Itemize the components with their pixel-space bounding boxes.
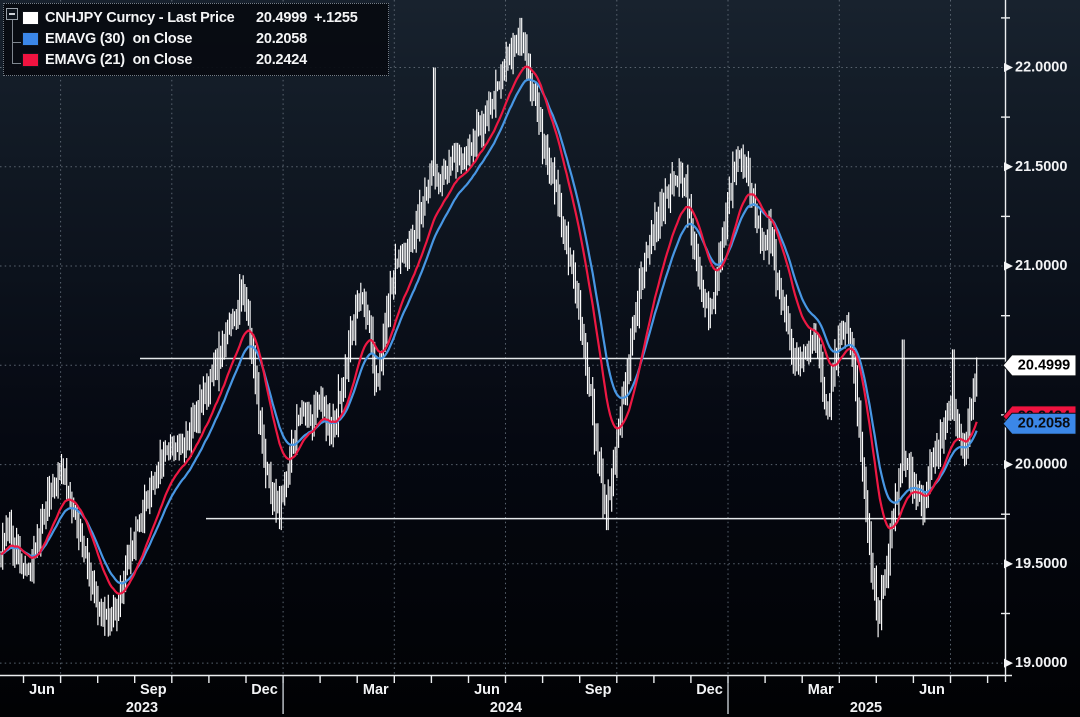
x-axis-month-label: Sep	[585, 682, 612, 698]
emavg30-swatch	[22, 31, 39, 46]
legend-label: EMAVG (30) on Close	[45, 30, 193, 47]
x-axis-year-label: 2024	[490, 700, 522, 716]
y-axis-label: 21.0000	[1015, 258, 1067, 274]
legend-value: 20.2058	[256, 30, 308, 47]
y-axis-label: 20.0000	[1015, 457, 1067, 473]
x-axis-month-label: Jun	[919, 682, 945, 698]
collapse-icon[interactable]	[6, 8, 18, 20]
last-price-swatch	[22, 10, 39, 25]
y-axis-label: 19.5000	[1015, 556, 1067, 572]
legend-value: 20.4999	[256, 9, 308, 26]
x-axis-month-label: Dec	[696, 682, 723, 698]
emavg21-line	[0, 65, 978, 595]
legend-label: EMAVG (21) on Close	[45, 51, 193, 68]
x-axis-year-label: 2023	[126, 700, 158, 716]
emavg30-line	[0, 78, 978, 585]
last-price-tag: 20.4999	[1002, 354, 1077, 377]
y-axis-label: 21.5000	[1015, 159, 1067, 175]
x-axis-month-label: Jun	[474, 682, 500, 698]
x-axis-month-label: Mar	[808, 682, 834, 698]
legend-tree-branch	[12, 42, 21, 43]
ema30-price-tag: 20.2058	[1002, 412, 1077, 435]
x-axis-month-label: Mar	[363, 682, 389, 698]
y-axis-label: 19.0000	[1015, 655, 1067, 671]
legend-row-last-price[interactable]: CNHJPY Curncy - Last Price 20.4999 +.125…	[6, 7, 384, 28]
price-bars	[0, 17, 978, 638]
legend-value: 20.2424	[256, 51, 308, 68]
legend-label: CNHJPY Curncy - Last Price	[45, 9, 235, 26]
last-price-tag-value: 20.4999	[1018, 357, 1070, 373]
gridlines	[0, 0, 1005, 675]
y-tick-arrow-icon	[1004, 63, 1013, 72]
x-axis-month-label: Jun	[29, 682, 55, 698]
legend-change: +.1255	[314, 9, 358, 26]
emavg21-swatch	[22, 52, 39, 67]
y-axis-label: 22.0000	[1015, 60, 1067, 76]
legend-panel: CNHJPY Curncy - Last Price 20.4999 +.125…	[3, 3, 389, 76]
legend-tree-line	[12, 20, 13, 63]
legend-row-emavg-21[interactable]: EMAVG (21) on Close 20.2424	[6, 49, 384, 70]
y-tick-arrow-icon	[1004, 559, 1013, 569]
legend-row-emavg-30[interactable]: EMAVG (30) on Close 20.2058	[6, 28, 384, 49]
x-axis-year-label: 2025	[850, 700, 882, 716]
y-tick-arrow-icon	[1004, 261, 1013, 271]
legend-tree-branch	[12, 63, 21, 64]
y-tick-arrow-icon	[1004, 460, 1013, 470]
y-tick-arrow-icon	[1004, 658, 1013, 668]
ema30-price-tag-value: 20.2058	[1018, 416, 1070, 432]
x-axis-month-label: Sep	[140, 682, 167, 698]
x-axis-month-label: Dec	[251, 682, 278, 698]
y-tick-arrow-icon	[1004, 162, 1013, 172]
